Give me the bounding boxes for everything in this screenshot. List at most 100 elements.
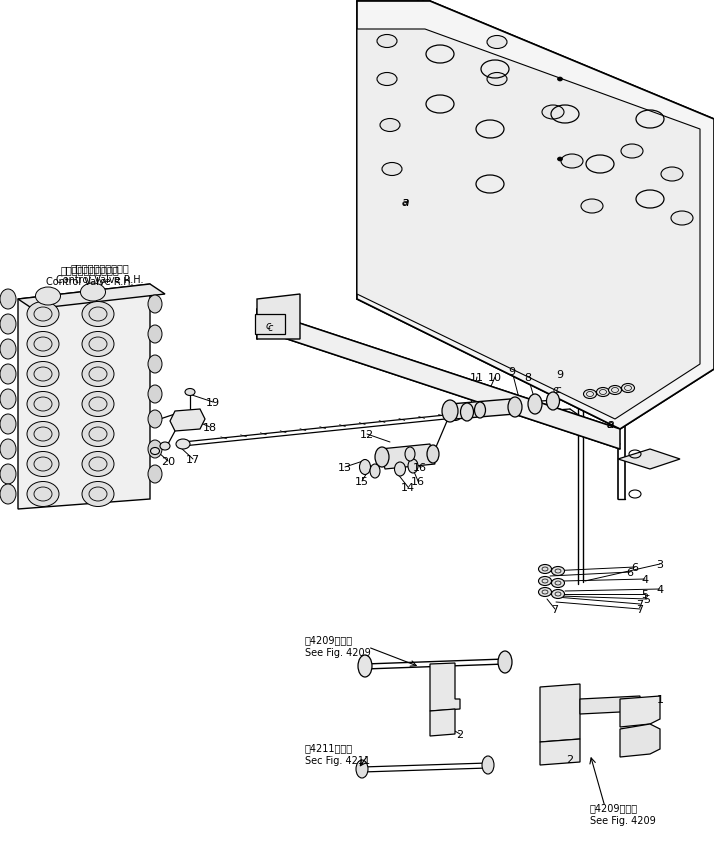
Ellipse shape <box>380 119 400 132</box>
Ellipse shape <box>82 392 114 417</box>
Text: 7: 7 <box>636 600 643 609</box>
Ellipse shape <box>377 36 397 49</box>
Ellipse shape <box>176 439 190 450</box>
Ellipse shape <box>621 145 643 159</box>
Text: 3: 3 <box>656 560 663 569</box>
Ellipse shape <box>27 422 59 447</box>
Ellipse shape <box>82 302 114 327</box>
Ellipse shape <box>538 577 551 586</box>
Ellipse shape <box>148 296 162 314</box>
Ellipse shape <box>27 302 59 327</box>
Ellipse shape <box>27 392 59 417</box>
Text: 第4211図参照: 第4211図参照 <box>305 742 353 752</box>
Text: a: a <box>401 197 408 206</box>
Text: 1: 1 <box>656 694 663 705</box>
Text: c: c <box>266 321 271 331</box>
Ellipse shape <box>442 401 458 422</box>
Ellipse shape <box>358 655 372 677</box>
Ellipse shape <box>0 464 16 485</box>
Polygon shape <box>357 30 700 420</box>
Ellipse shape <box>0 315 16 334</box>
Text: 10: 10 <box>488 373 502 382</box>
Polygon shape <box>18 285 165 310</box>
Text: Control Valve R.H.: Control Valve R.H. <box>56 275 144 285</box>
Ellipse shape <box>356 760 368 778</box>
Ellipse shape <box>27 452 59 477</box>
Text: 13: 13 <box>338 462 352 473</box>
Text: 20: 20 <box>161 456 175 467</box>
Text: c: c <box>553 385 558 395</box>
Polygon shape <box>618 450 680 469</box>
Ellipse shape <box>0 390 16 409</box>
Text: 14: 14 <box>401 483 415 492</box>
Ellipse shape <box>596 388 610 397</box>
Ellipse shape <box>377 73 397 86</box>
Ellipse shape <box>82 422 114 447</box>
Ellipse shape <box>542 106 564 120</box>
Text: 9: 9 <box>556 369 563 380</box>
Ellipse shape <box>551 589 565 599</box>
Ellipse shape <box>151 448 159 455</box>
Polygon shape <box>380 444 435 469</box>
Ellipse shape <box>408 460 418 473</box>
Polygon shape <box>430 709 455 736</box>
Ellipse shape <box>148 410 162 428</box>
Ellipse shape <box>405 448 415 461</box>
Text: 16: 16 <box>413 462 427 473</box>
Text: Sec Fig. 4211: Sec Fig. 4211 <box>305 755 370 765</box>
Text: 7: 7 <box>551 604 558 614</box>
Ellipse shape <box>0 415 16 434</box>
Text: 2: 2 <box>456 729 463 740</box>
Ellipse shape <box>382 163 402 177</box>
Ellipse shape <box>0 339 16 360</box>
Ellipse shape <box>160 443 170 450</box>
Ellipse shape <box>82 332 114 357</box>
Polygon shape <box>540 684 580 742</box>
Text: 19: 19 <box>206 397 220 408</box>
Ellipse shape <box>148 440 162 458</box>
Ellipse shape <box>427 445 439 463</box>
Ellipse shape <box>661 168 683 182</box>
Ellipse shape <box>360 460 371 475</box>
Polygon shape <box>257 310 620 450</box>
Ellipse shape <box>27 362 59 387</box>
Polygon shape <box>620 696 660 727</box>
Polygon shape <box>170 409 205 432</box>
Text: 12: 12 <box>360 430 374 439</box>
Text: 7: 7 <box>636 604 643 614</box>
Text: 第4209図参照: 第4209図参照 <box>305 635 353 644</box>
Polygon shape <box>540 740 580 765</box>
Ellipse shape <box>36 287 61 305</box>
Text: a: a <box>606 418 614 431</box>
Text: コントロールバルブ右: コントロールバルブ右 <box>61 264 119 275</box>
Text: See Fig. 4209: See Fig. 4209 <box>305 647 371 657</box>
Ellipse shape <box>27 482 59 507</box>
Text: 6: 6 <box>626 567 633 577</box>
Ellipse shape <box>482 756 494 774</box>
Ellipse shape <box>0 485 16 504</box>
Ellipse shape <box>621 384 635 393</box>
Ellipse shape <box>581 200 603 214</box>
Text: 5: 5 <box>643 595 650 604</box>
Text: 8: 8 <box>525 373 531 382</box>
Text: 4: 4 <box>656 584 663 595</box>
Text: 6: 6 <box>631 562 638 572</box>
Ellipse shape <box>551 579 565 588</box>
Ellipse shape <box>185 389 195 396</box>
Ellipse shape <box>508 397 522 417</box>
Text: コントロールバルブ右: コントロールバルブ右 <box>71 263 129 273</box>
Ellipse shape <box>82 452 114 477</box>
Ellipse shape <box>375 448 389 467</box>
Ellipse shape <box>558 78 563 82</box>
Ellipse shape <box>475 403 486 419</box>
Ellipse shape <box>551 567 565 576</box>
Text: 2: 2 <box>566 754 573 764</box>
Polygon shape <box>357 2 714 430</box>
Ellipse shape <box>27 332 59 357</box>
Ellipse shape <box>82 482 114 507</box>
Ellipse shape <box>558 158 563 162</box>
Polygon shape <box>580 696 640 714</box>
Text: 4: 4 <box>641 574 648 584</box>
Text: a: a <box>607 420 613 430</box>
Ellipse shape <box>608 386 621 395</box>
